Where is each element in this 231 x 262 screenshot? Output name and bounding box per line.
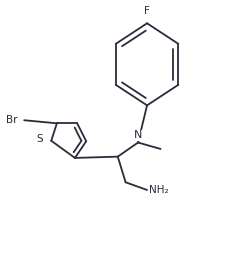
Text: N: N xyxy=(134,130,142,140)
Text: NH₂: NH₂ xyxy=(149,185,168,195)
Text: S: S xyxy=(37,134,43,144)
Text: Br: Br xyxy=(6,115,17,125)
Text: F: F xyxy=(144,6,150,16)
